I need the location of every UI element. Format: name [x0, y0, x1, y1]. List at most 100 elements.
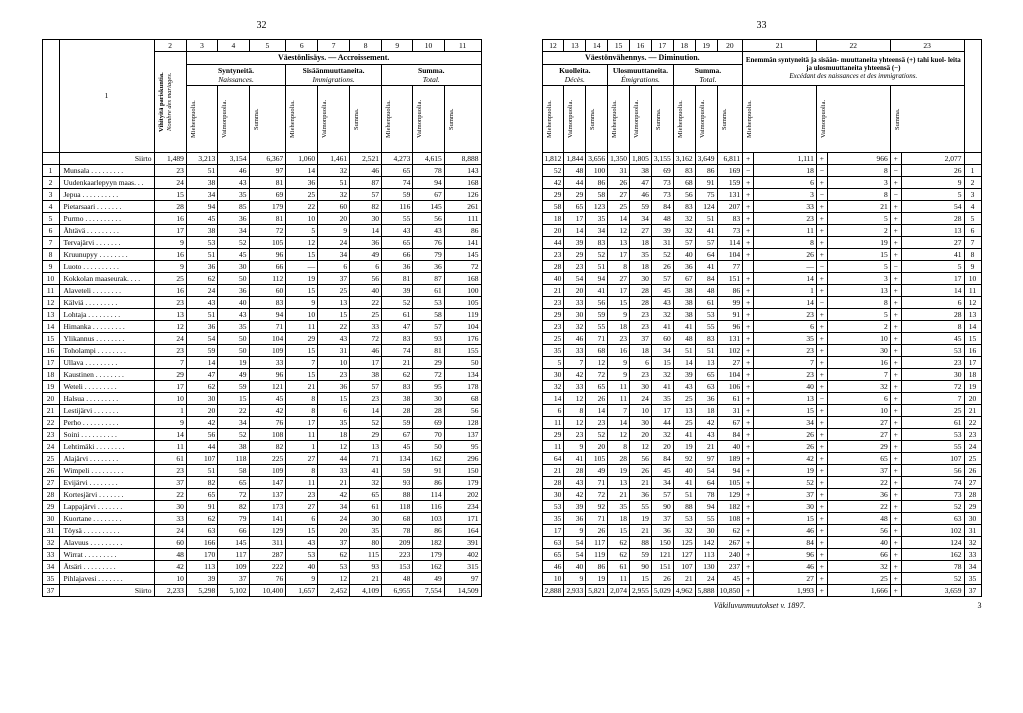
- sign-cell: +: [743, 380, 754, 392]
- row-num-r: 30: [964, 512, 981, 524]
- data-cell: 97: [249, 164, 286, 176]
- data-cell: 96: [717, 320, 743, 332]
- row-name: Lappajärvi . . . . . . .: [59, 500, 154, 512]
- data-cell: 62: [608, 548, 630, 560]
- data-cell: 71: [586, 476, 608, 488]
- data-cell: 8: [608, 260, 630, 272]
- row-num-r: [964, 152, 981, 164]
- data-cell: 34: [651, 344, 673, 356]
- data-cell: 6: [827, 392, 890, 404]
- table-row: 29305992332385391+23+5+2813: [542, 308, 981, 320]
- data-cell: 48: [382, 572, 413, 584]
- data-cell: 23: [754, 368, 817, 380]
- data-cell: 9: [318, 224, 350, 236]
- row-name: Kortesjärvi . . . . . . .: [59, 488, 154, 500]
- data-cell: 49: [413, 572, 444, 584]
- data-cell: 108: [249, 428, 286, 440]
- data-cell: 65: [350, 488, 382, 500]
- row-name: Wirrat . . . . . . . . .: [59, 548, 154, 560]
- data-cell: 237: [717, 560, 743, 572]
- col-rownum-r: [964, 40, 981, 153]
- data-cell: 12: [286, 236, 318, 248]
- data-cell: 1,993: [754, 584, 817, 596]
- sign-cell: +: [743, 584, 754, 596]
- right-table: 12 13 14 15 16 17 18 19 20 21 22 23 Väes…: [542, 39, 982, 597]
- data-cell: 124: [901, 536, 964, 548]
- data-cell: 24: [154, 176, 186, 188]
- data-cell: 100: [586, 164, 608, 176]
- data-cell: 40: [673, 464, 695, 476]
- data-cell: 30: [350, 212, 382, 224]
- siirto-num: [42, 152, 59, 164]
- data-cell: 65: [218, 476, 249, 488]
- data-cell: 84: [754, 536, 817, 548]
- data-cell: 18: [318, 428, 350, 440]
- data-cell: 51: [186, 464, 217, 476]
- data-cell: 28: [413, 404, 444, 416]
- row-name: Perho . . . . . . . . . .: [59, 416, 154, 428]
- sign-cell: +: [816, 440, 827, 452]
- table-row: 2843711321344164105+52+22+7427: [542, 476, 981, 488]
- row-num-r: 2: [964, 176, 981, 188]
- sign-cell: +: [890, 524, 901, 536]
- data-cell: 59: [630, 200, 652, 212]
- sign-cell: +: [890, 356, 901, 368]
- data-cell: 65: [542, 548, 564, 560]
- data-cell: 48: [673, 332, 695, 344]
- table-row: 14Himanka . . . . . . . . . 123635711122…: [42, 320, 481, 332]
- data-cell: 234: [444, 500, 481, 512]
- data-cell: 81: [249, 212, 286, 224]
- data-cell: 38: [350, 368, 382, 380]
- sign-cell: +: [743, 476, 754, 488]
- data-cell: 34: [318, 500, 350, 512]
- row-num: 5: [42, 212, 59, 224]
- sign-cell: +: [743, 416, 754, 428]
- data-cell: 17: [651, 404, 673, 416]
- row-name: Ullava . . . . . . . . .: [59, 356, 154, 368]
- sign-cell: +: [816, 332, 827, 344]
- sign-cell: +: [890, 404, 901, 416]
- data-cell: 51: [186, 248, 217, 260]
- data-cell: 109: [249, 344, 286, 356]
- data-cell: 94: [695, 500, 717, 512]
- data-cell: 41: [695, 260, 717, 272]
- data-cell: 59: [382, 188, 413, 200]
- data-cell: 5: [827, 212, 890, 224]
- data-cell: 54: [564, 272, 586, 284]
- siirto-cell: 5,821: [586, 584, 608, 596]
- data-cell: 71: [586, 512, 608, 524]
- data-cell: 32: [651, 308, 673, 320]
- data-cell: 128: [444, 416, 481, 428]
- sign-cell: −: [816, 260, 827, 272]
- hdr-rv3: Vaimonpuolia.: [695, 85, 717, 152]
- data-cell: 127: [673, 548, 695, 560]
- data-cell: 30: [630, 380, 652, 392]
- data-cell: 23: [564, 260, 586, 272]
- data-cell: 30: [154, 500, 186, 512]
- data-cell: 108: [717, 512, 743, 524]
- sign-cell: +: [743, 152, 754, 164]
- data-cell: 49: [218, 368, 249, 380]
- data-cell: 32: [673, 524, 695, 536]
- data-cell: 11: [608, 380, 630, 392]
- sign-cell: +: [890, 428, 901, 440]
- siirto-cell: 5,298: [186, 584, 217, 596]
- row-num: 11: [42, 284, 59, 296]
- data-cell: 58: [586, 188, 608, 200]
- sign-cell: +: [890, 500, 901, 512]
- hdr-rs4: Summa.: [890, 85, 964, 152]
- data-cell: 36: [382, 260, 413, 272]
- data-cell: 37: [754, 488, 817, 500]
- data-cell: 10: [154, 392, 186, 404]
- data-cell: 114: [413, 488, 444, 500]
- data-cell: 1,111: [754, 152, 817, 164]
- data-cell: 52: [382, 296, 413, 308]
- data-cell: 6: [901, 296, 964, 308]
- data-cell: 26: [608, 176, 630, 188]
- data-cell: 36: [218, 284, 249, 296]
- data-cell: 68: [586, 344, 608, 356]
- data-cell: 45: [651, 284, 673, 296]
- footer-right: 3: [977, 601, 981, 610]
- row-num-r: 3: [964, 188, 981, 200]
- sign-cell: −: [743, 164, 754, 176]
